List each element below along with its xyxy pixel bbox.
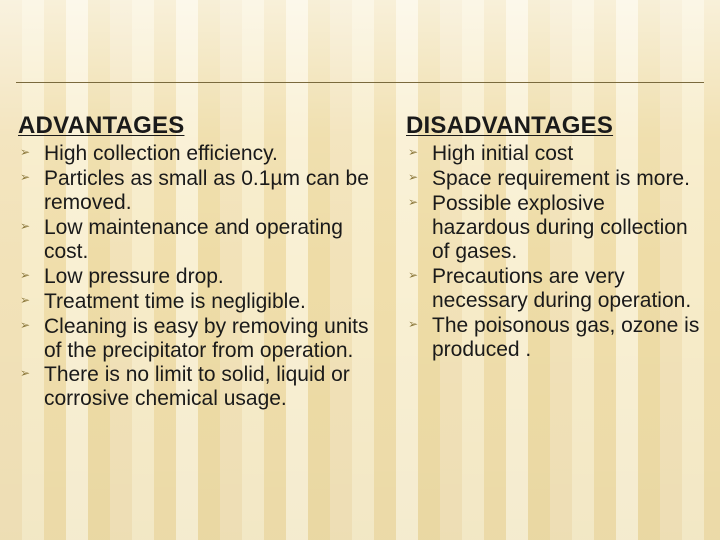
list-item: ➢ Low maintenance and operating cost. (18, 216, 388, 264)
bullet-icon: ➢ (20, 367, 30, 381)
list-item: ➢ Cleaning is easy by removing units of t… (18, 315, 388, 363)
list-item-text: Cleaning is easy by removing units of th… (44, 315, 369, 362)
horizontal-rule (16, 82, 704, 83)
list-item: ➢ High collection efficiency. (18, 142, 388, 166)
list-item-text: Space requirement is more. (432, 167, 690, 190)
list-item-text: There is no limit to solid, liquid or co… (44, 363, 350, 410)
disadvantages-list: ➢ High initial cost ➢ Space requirement is… (406, 142, 702, 361)
advantages-heading: ADVANTAGES (18, 112, 388, 140)
list-item-text: High collection efficiency. (44, 142, 278, 165)
disadvantages-heading: DISADVANTAGES (406, 112, 702, 140)
list-item: ➢ High initial cost (406, 142, 702, 166)
slide-content: ADVANTAGES ➢ High collection efficiency. … (18, 112, 702, 412)
bullet-icon: ➢ (20, 319, 30, 333)
bullet-icon: ➢ (408, 171, 418, 185)
bullet-icon: ➢ (20, 146, 30, 160)
list-item-text: Particles as small as 0.1µm can be remov… (44, 167, 369, 214)
bullet-icon: ➢ (408, 269, 418, 283)
list-item: ➢ Space requirement is more. (406, 167, 702, 191)
bullet-icon: ➢ (20, 294, 30, 308)
advantages-column: ADVANTAGES ➢ High collection efficiency. … (18, 112, 388, 412)
list-item: ➢ Treatment time is negligible. (18, 290, 388, 314)
advantages-list: ➢ High collection efficiency. ➢ Particles … (18, 142, 388, 411)
bullet-icon: ➢ (408, 146, 418, 160)
list-item: ➢ Particles as small as 0.1µm can be remo… (18, 167, 388, 215)
disadvantages-column: DISADVANTAGES ➢ High initial cost ➢ Space … (406, 112, 702, 412)
list-item: ➢ Precautions are very necessary during o… (406, 265, 702, 313)
list-item-text: Low pressure drop. (44, 265, 224, 288)
list-item-text: Treatment time is negligible. (44, 290, 306, 313)
bullet-icon: ➢ (408, 196, 418, 210)
list-item: ➢ The poisonous gas, ozone is produced . (406, 314, 702, 362)
list-item: ➢ Possible explosive hazardous during col… (406, 192, 702, 264)
bullet-icon: ➢ (408, 318, 418, 332)
list-item: ➢ There is no limit to solid, liquid or c… (18, 363, 388, 411)
list-item-text: The poisonous gas, ozone is produced . (432, 314, 699, 361)
list-item-text: Low maintenance and operating cost. (44, 216, 343, 263)
list-item: ➢ Low pressure drop. (18, 265, 388, 289)
list-item-text: Possible explosive hazardous during coll… (432, 192, 688, 263)
bullet-icon: ➢ (20, 220, 30, 234)
bullet-icon: ➢ (20, 171, 30, 185)
bullet-icon: ➢ (20, 269, 30, 283)
list-item-text: High initial cost (432, 142, 573, 165)
list-item-text: Precautions are very necessary during op… (432, 265, 691, 312)
